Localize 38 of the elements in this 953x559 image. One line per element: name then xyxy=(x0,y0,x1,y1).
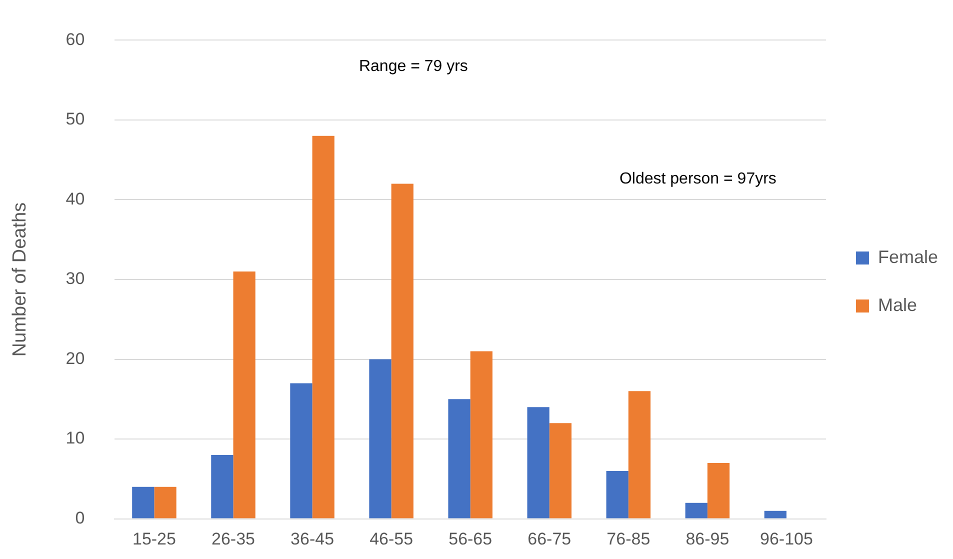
x-tick-label: 76-85 xyxy=(606,530,650,549)
bar xyxy=(527,407,550,518)
bar xyxy=(448,399,470,518)
bar xyxy=(470,351,492,518)
bar xyxy=(391,184,414,518)
y-axis-title: Number of Deaths xyxy=(10,202,31,357)
x-tick-label: 36-45 xyxy=(290,530,334,549)
bar xyxy=(764,510,786,518)
x-tick-label: 26-35 xyxy=(212,530,255,549)
y-tick-label: 50 xyxy=(66,110,85,129)
bar xyxy=(233,272,256,518)
bar xyxy=(628,391,651,518)
annotation: Range = 79 yrs xyxy=(358,58,468,75)
legend-label: Male xyxy=(878,294,917,315)
bar xyxy=(685,502,708,518)
bar xyxy=(606,470,628,518)
bar xyxy=(549,423,572,518)
bar xyxy=(707,462,730,518)
bar xyxy=(154,486,176,518)
legend-label: Female xyxy=(878,246,938,267)
x-tick-label: 46-55 xyxy=(370,530,414,549)
x-tick-label: 56-65 xyxy=(448,530,492,549)
bar xyxy=(312,136,334,518)
bar xyxy=(132,486,154,518)
x-tick-label: 96-105 xyxy=(760,530,813,549)
y-tick-label: 30 xyxy=(66,269,85,288)
annotation: Oldest person = 97yrs xyxy=(619,170,776,188)
y-tick-label: 10 xyxy=(66,428,85,448)
bar xyxy=(369,359,392,518)
x-tick-label: 66-75 xyxy=(528,530,572,549)
bar xyxy=(290,383,312,518)
y-tick-label: 40 xyxy=(66,189,85,208)
y-tick-label: 20 xyxy=(66,348,85,368)
y-tick-label: 0 xyxy=(75,508,85,528)
x-tick-label: 15-25 xyxy=(132,530,176,549)
x-tick-label: 86-95 xyxy=(686,530,730,549)
bar xyxy=(211,454,234,518)
y-tick-label: 60 xyxy=(66,30,85,49)
